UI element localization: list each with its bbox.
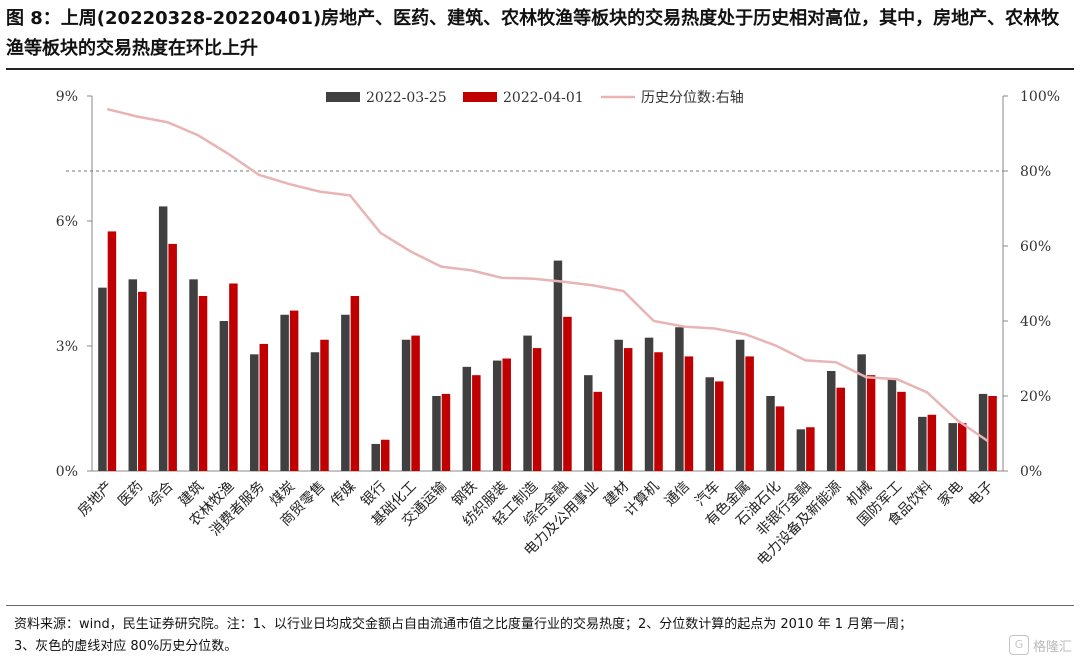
bar-2022-03-25 [492, 360, 502, 471]
bar-2022-04-01 [806, 427, 815, 471]
legend-label-2022-03-25: 2022-03-25 [366, 90, 447, 106]
x-axis-category-label: 传媒 [328, 479, 359, 510]
bar-2022-03-25 [918, 416, 927, 471]
bar-2022-04-01 [745, 356, 754, 471]
bar-2022-04-01 [775, 406, 785, 471]
right-axis-tick-label: 0% [1020, 464, 1042, 480]
bar-2022-03-25 [280, 314, 289, 471]
bar-2022-03-25 [675, 327, 684, 471]
legend-label-percentile: 历史分位数:右轴 [641, 90, 744, 106]
bar-2022-03-25 [341, 314, 350, 471]
bar-2022-04-01 [684, 356, 694, 471]
left-axis-tick-label: 6% [56, 214, 78, 230]
bar-2022-04-01 [927, 414, 937, 471]
footnote-divider [6, 605, 1074, 606]
bar-2022-03-25 [310, 352, 320, 471]
chart-title: 图 8：上周(20220328-20220401)房地产、医药、建筑、农林牧渔等… [6, 8, 1060, 59]
bar-2022-04-01 [259, 343, 269, 471]
bar-2022-04-01 [138, 291, 147, 471]
left-axis-tick-label: 3% [56, 339, 78, 355]
watermark-text: 格隆汇 [1032, 639, 1072, 655]
bar-2022-03-25 [553, 260, 563, 471]
bar-2022-03-25 [887, 379, 897, 471]
x-axis-category-label: 综合 [146, 479, 177, 510]
bar-2022-04-01 [168, 243, 177, 471]
bar-2022-04-01 [380, 439, 390, 471]
x-axis-category-label: 通信 [662, 479, 693, 510]
bar-2022-04-01 [229, 283, 238, 471]
footnote: 资料来源：wind，民生证券研究院。注：1、以行业日均成交金额占自由流通市值之比… [14, 614, 1014, 658]
legend-swatch-2022-04-01 [463, 92, 497, 102]
bar-2022-04-01 [593, 391, 603, 471]
bar-2022-03-25 [158, 206, 168, 471]
bar-2022-04-01 [107, 231, 117, 471]
bar-2022-03-25 [250, 354, 259, 471]
bar-2022-04-01 [320, 339, 329, 471]
bar-2022-04-01 [198, 296, 208, 471]
bar-2022-04-01 [836, 387, 845, 471]
bar-2022-03-25 [189, 279, 198, 471]
x-axis-category-label: 电子 [966, 479, 997, 510]
right-axis-tick-label: 20% [1020, 389, 1051, 405]
bar-2022-03-25 [826, 371, 836, 471]
bar-2022-03-25 [432, 396, 441, 471]
bar-line-chart: 0%3%6%9%0%20%40%60%80%100%房地产 医药 综合 建筑农林牧渔消… [56, 89, 1060, 569]
x-axis-category-label: 医药 [115, 479, 146, 510]
right-axis-tick-label: 80% [1020, 164, 1051, 180]
bar-2022-04-01 [715, 381, 724, 471]
left-axis-tick-label: 0% [56, 464, 78, 480]
left-axis-tick-label: 9% [56, 89, 78, 105]
x-axis-category-label: 计算机 [622, 479, 663, 520]
bar-2022-03-25 [523, 335, 532, 471]
bar-2022-03-25 [766, 396, 775, 471]
bar-2022-04-01 [654, 352, 663, 471]
bar-2022-04-01 [289, 310, 299, 471]
legend-swatch-2022-03-25 [326, 92, 360, 102]
bar-2022-04-01 [441, 393, 451, 471]
bar-2022-03-25 [219, 321, 229, 471]
title-divider [6, 68, 1074, 70]
watermark: G 格隆汇 [1008, 635, 1072, 655]
bar-2022-03-25 [644, 337, 654, 471]
bar-2022-03-25 [796, 429, 806, 471]
bar-2022-04-01 [350, 296, 360, 471]
right-axis-tick-label: 40% [1020, 314, 1051, 330]
bar-2022-04-01 [988, 396, 997, 471]
bar-2022-03-25 [401, 339, 411, 471]
bar-2022-03-25 [128, 279, 138, 471]
bar-2022-04-01 [472, 375, 481, 471]
bar-2022-04-01 [411, 335, 420, 471]
bar-2022-04-01 [897, 391, 906, 471]
bar-2022-03-25 [462, 366, 472, 471]
right-axis-tick-label: 60% [1020, 239, 1051, 255]
bar-2022-03-25 [735, 339, 745, 471]
bar-2022-03-25 [705, 377, 715, 471]
legend-label-2022-04-01: 2022-04-01 [503, 90, 584, 106]
right-axis-tick-label: 100% [1020, 89, 1060, 105]
bar-2022-03-25 [371, 443, 380, 471]
bar-2022-03-25 [948, 423, 957, 471]
percentile-line [106, 107, 989, 443]
bar-2022-04-01 [563, 316, 572, 471]
bar-2022-04-01 [957, 423, 967, 471]
bar-2022-04-01 [502, 358, 511, 471]
bar-2022-04-01 [532, 348, 542, 471]
bar-2022-04-01 [866, 375, 876, 471]
x-axis-category-label: 家电 [934, 478, 966, 510]
bar-2022-03-25 [584, 375, 593, 471]
bar-2022-03-25 [614, 339, 623, 471]
bar-2022-03-25 [978, 393, 988, 471]
footnote-line-1: 资料来源：wind，民生证券研究院。注：1、以行业日均成交金额占自由流通市值之比… [14, 617, 913, 632]
bar-2022-03-25 [98, 287, 107, 471]
bar-2022-03-25 [857, 354, 866, 471]
bar-2022-04-01 [623, 348, 633, 471]
x-axis-category-label: 房地产 [75, 479, 116, 520]
footnote-line-2: 3、灰色的虚线对应 80%历史分位数。 [14, 639, 238, 654]
watermark-logo-icon: G [1008, 635, 1029, 655]
